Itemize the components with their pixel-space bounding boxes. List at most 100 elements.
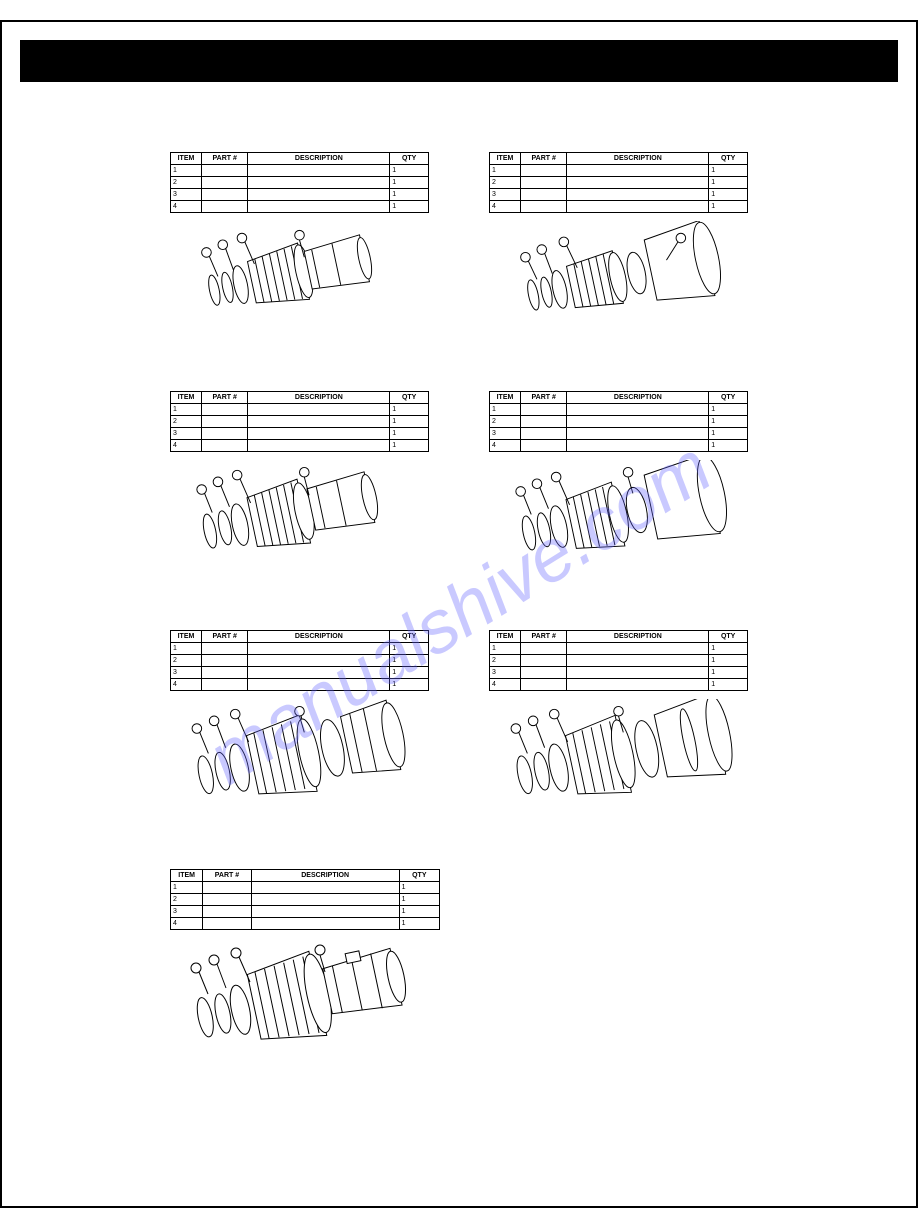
page-frame: manualshive.com ITEMPART #DESCRIPTIONQTY…	[0, 20, 918, 1208]
table-row: 31	[171, 428, 429, 440]
table-cell: 1	[709, 416, 748, 428]
table-cell	[201, 165, 247, 177]
parts-table-3: ITEMPART #DESCRIPTIONQTY11213141	[170, 391, 429, 452]
table-cell	[567, 655, 709, 667]
table-cell: 3	[171, 906, 203, 918]
table-row: 11	[171, 404, 429, 416]
table-header-cell: PART #	[201, 153, 247, 165]
table-header-cell: QTY	[399, 870, 439, 882]
table-header-cell: QTY	[390, 153, 429, 165]
table-cell	[567, 177, 709, 189]
table-cell: 1	[171, 404, 202, 416]
table-cell: 1	[171, 165, 202, 177]
table-row: 41	[490, 679, 748, 691]
table-row: 21	[490, 655, 748, 667]
table-header-cell: QTY	[390, 392, 429, 404]
table-cell	[248, 655, 390, 667]
table-row: 41	[171, 679, 429, 691]
table-header-cell: DESCRIPTION	[248, 153, 390, 165]
table-header-cell: DESCRIPTION	[248, 631, 390, 643]
table-cell	[203, 906, 251, 918]
table-cell	[567, 643, 709, 655]
block-6: ITEMPART #DESCRIPTIONQTY11213141	[489, 630, 748, 829]
table-row: 31	[490, 667, 748, 679]
table-cell	[201, 404, 247, 416]
table-row: 31	[490, 189, 748, 201]
table-cell	[567, 201, 709, 213]
table-cell: 2	[171, 894, 203, 906]
table-cell	[248, 404, 390, 416]
table-cell: 2	[490, 416, 521, 428]
table-row: 11	[171, 165, 429, 177]
table-cell: 1	[390, 201, 429, 213]
table-cell	[201, 667, 247, 679]
table-cell	[248, 189, 390, 201]
table-cell	[520, 416, 566, 428]
table-cell	[520, 177, 566, 189]
table-cell	[201, 177, 247, 189]
table-cell	[520, 679, 566, 691]
table-cell: 1	[171, 882, 203, 894]
table-header-cell: PART #	[203, 870, 251, 882]
table-cell	[567, 440, 709, 452]
table-row: 31	[490, 428, 748, 440]
table-cell	[248, 177, 390, 189]
table-cell	[201, 416, 247, 428]
table-cell: 4	[490, 679, 521, 691]
table-cell: 1	[709, 201, 748, 213]
table-cell	[520, 655, 566, 667]
table-cell: 4	[490, 440, 521, 452]
table-cell: 3	[490, 189, 521, 201]
table-cell	[203, 882, 251, 894]
table-cell: 3	[171, 667, 202, 679]
table-row: 31	[171, 667, 429, 679]
table-cell: 1	[399, 882, 439, 894]
table-cell	[201, 440, 247, 452]
diagram-5	[170, 699, 429, 829]
diagram-6	[489, 699, 748, 829]
tbody-2: ITEMPART #DESCRIPTIONQTY11213141	[490, 153, 748, 213]
header-bar	[20, 40, 898, 82]
tbody-6: ITEMPART #DESCRIPTIONQTY11213141	[490, 631, 748, 691]
table-cell	[567, 428, 709, 440]
table-cell	[567, 404, 709, 416]
table-header-cell: ITEM	[171, 870, 203, 882]
table-cell: 1	[709, 667, 748, 679]
table-cell	[520, 201, 566, 213]
table-cell	[567, 165, 709, 177]
table-cell: 3	[490, 428, 521, 440]
parts-table-7: ITEMPART #DESCRIPTIONQTY11213141	[170, 869, 440, 930]
table-cell: 2	[490, 177, 521, 189]
table-cell: 1	[399, 894, 439, 906]
table-cell: 1	[709, 404, 748, 416]
table-cell: 1	[709, 679, 748, 691]
table-header-cell: PART #	[520, 153, 566, 165]
table-cell: 4	[171, 918, 203, 930]
block-1: ITEMPART #DESCRIPTIONQTY11213141	[170, 152, 429, 351]
table-cell: 1	[390, 655, 429, 667]
table-cell	[201, 428, 247, 440]
table-cell: 2	[490, 655, 521, 667]
table-cell	[251, 918, 399, 930]
table-cell	[520, 643, 566, 655]
table-row: 41	[490, 440, 748, 452]
table-row: 11	[490, 404, 748, 416]
table-cell: 1	[390, 428, 429, 440]
table-header-cell: ITEM	[171, 153, 202, 165]
table-header-cell: PART #	[520, 631, 566, 643]
tbody-4: ITEMPART #DESCRIPTIONQTY11213141	[490, 392, 748, 452]
table-row: 11	[171, 643, 429, 655]
table-cell: 1	[709, 189, 748, 201]
table-cell: 1	[390, 679, 429, 691]
parts-table-6: ITEMPART #DESCRIPTIONQTY11213141	[489, 630, 748, 691]
table-cell	[251, 882, 399, 894]
parts-table-4: ITEMPART #DESCRIPTIONQTY11213141	[489, 391, 748, 452]
block-4: ITEMPART #DESCRIPTIONQTY11213141	[489, 391, 748, 590]
parts-table-2: ITEMPART #DESCRIPTIONQTY11213141	[489, 152, 748, 213]
table-header-cell: DESCRIPTION	[248, 392, 390, 404]
table-row: 11	[171, 882, 440, 894]
table-row: 11	[490, 165, 748, 177]
table-row: 41	[171, 201, 429, 213]
table-cell: 1	[390, 404, 429, 416]
table-cell	[520, 404, 566, 416]
